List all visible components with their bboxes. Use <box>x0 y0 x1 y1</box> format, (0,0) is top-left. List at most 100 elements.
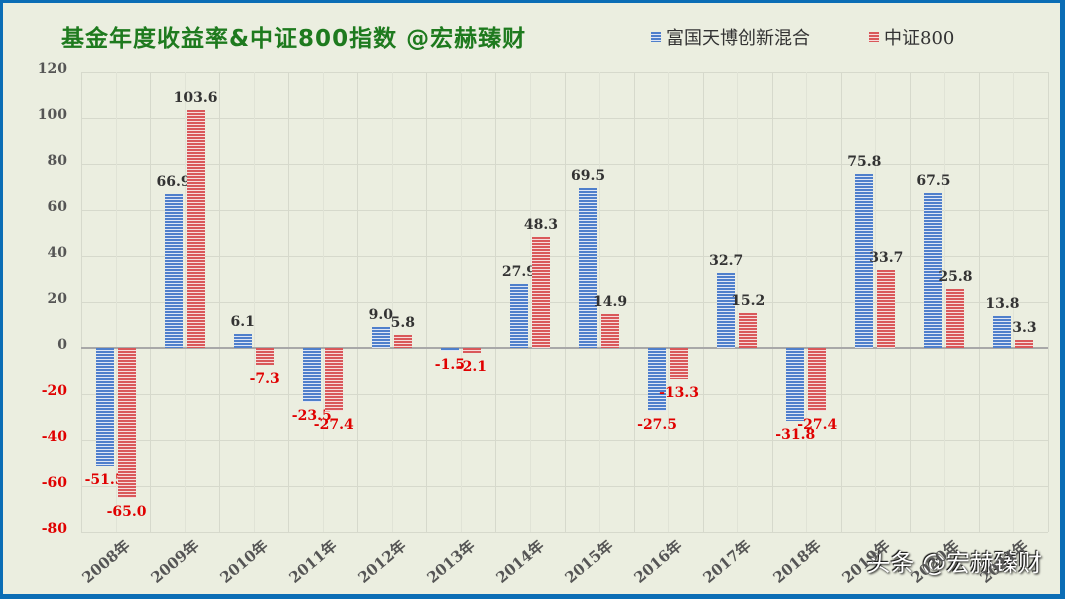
index-bar <box>117 348 136 498</box>
fund-data-label: -31.8 <box>775 427 816 444</box>
fund-data-label: 6.1 <box>230 313 255 330</box>
index-data-label: 14.9 <box>592 293 628 310</box>
gridline-v <box>978 72 980 532</box>
fund-bar <box>164 194 183 348</box>
gridline-v-minor <box>460 72 462 532</box>
index-bar <box>808 348 827 412</box>
index-data-label: 33.7 <box>869 250 904 267</box>
index-bar <box>186 109 205 348</box>
index-bar <box>739 313 758 348</box>
x-tick-label: 2012年 <box>354 536 410 587</box>
gridline-v <box>840 72 842 532</box>
index-bar <box>393 334 412 348</box>
fund-data-label: 66.9 <box>156 174 191 191</box>
y-tick-label: 20 <box>47 291 67 307</box>
fund-data-label: 13.8 <box>985 296 1020 313</box>
gridline-v <box>633 72 635 532</box>
fund-bar <box>509 283 528 348</box>
index-data-label: -2.1 <box>456 358 487 375</box>
fund-data-label: 32.7 <box>709 252 744 269</box>
x-tick-label: 2009年 <box>147 536 203 587</box>
gridline-v <box>288 72 290 532</box>
gridline-v <box>771 72 773 532</box>
index-data-label: 15.2 <box>731 293 766 310</box>
gridline-v-minor <box>322 72 324 532</box>
y-tick-label: 0 <box>57 337 67 353</box>
index-bar <box>946 288 965 348</box>
legend-item-index: 中证800 <box>869 24 954 50</box>
x-tick-label: 2008年 <box>78 536 134 587</box>
index-data-label: 25.8 <box>938 268 973 285</box>
fund-data-label: 9.0 <box>368 307 393 324</box>
fund-data-label: -23.5 <box>291 408 332 425</box>
legend-swatch-fund <box>651 32 661 42</box>
index-bar <box>1015 340 1034 348</box>
index-bar <box>324 348 343 412</box>
legend-label-index: 中证800 <box>884 28 955 49</box>
x-tick-label: 2016年 <box>630 536 686 587</box>
gridline-v-minor <box>668 72 670 532</box>
index-bar <box>601 313 620 348</box>
x-tick-label: 2010年 <box>216 536 272 587</box>
fund-bar <box>233 333 252 348</box>
index-bar <box>462 348 481 353</box>
gridline-v <box>357 72 359 532</box>
gridline-v <box>909 72 911 532</box>
chart-frame: 基金年度收益率&中证800指数 @宏赫臻财 富国天博创新混合 中证800 -51… <box>3 3 1060 594</box>
y-tick-label: 80 <box>47 153 67 169</box>
legend-swatch-index <box>869 32 879 42</box>
gridline-v-minor <box>806 72 808 532</box>
index-data-label: 48.3 <box>523 216 559 233</box>
fund-bar <box>648 348 667 412</box>
index-data-label: 103.6 <box>173 89 218 106</box>
gridline-v-minor <box>115 72 117 532</box>
watermark: 头条 @宏赫臻财 <box>866 549 1042 577</box>
y-tick-label: -20 <box>41 383 67 399</box>
index-data-label: -13.3 <box>659 384 700 401</box>
gridline-v-minor <box>529 72 531 532</box>
gridline-v-minor <box>184 72 186 532</box>
x-tick-label: 2018年 <box>769 536 825 587</box>
fund-bar <box>924 192 943 348</box>
x-tick-label: 2015年 <box>561 536 617 587</box>
fund-data-label: -1.5 <box>434 357 465 374</box>
index-data-label: -27.4 <box>313 417 354 434</box>
fund-bar <box>302 348 321 403</box>
y-tick-label: 100 <box>37 107 67 123</box>
fund-bar <box>993 316 1012 348</box>
fund-data-label: 27.9 <box>501 263 537 280</box>
fund-data-label: -51.5 <box>84 472 125 489</box>
y-tick-label: -40 <box>41 429 67 445</box>
zero-line <box>81 347 1048 349</box>
index-bar <box>255 348 274 365</box>
gridline-v <box>426 72 428 532</box>
gridline-v <box>495 72 497 532</box>
fund-bar <box>95 348 114 467</box>
y-tick-label: 40 <box>47 245 67 261</box>
index-data-label: -7.3 <box>249 370 280 387</box>
x-tick-label: 2014年 <box>492 536 548 587</box>
gridline-v-minor <box>391 72 393 532</box>
legend-item-fund: 富国天博创新混合 <box>651 24 810 50</box>
y-tick-label: -80 <box>41 521 67 537</box>
gridline-v <box>1048 72 1049 532</box>
index-data-label: -27.4 <box>797 417 838 434</box>
gridline-v-minor <box>253 72 255 532</box>
fund-data-label: -27.5 <box>637 417 678 434</box>
fund-bar <box>786 348 805 422</box>
gridline-v <box>564 72 566 532</box>
index-bar <box>670 348 689 379</box>
index-data-label: -65.0 <box>106 503 147 520</box>
plot-area: -51.5 -65.0 66.9 103.6 6.1 -7.3 -23.5 -27.4 9.0 5… <box>81 72 1049 533</box>
index-bar <box>877 270 896 348</box>
fund-bar <box>579 188 598 348</box>
gridline-v <box>702 72 704 532</box>
x-tick-label: 2017年 <box>700 536 756 587</box>
chart-title: 基金年度收益率&中证800指数 @宏赫臻财 <box>61 26 527 52</box>
y-tick-label: -60 <box>41 475 67 491</box>
gridline-v-minor <box>875 72 877 532</box>
fund-data-label: 69.5 <box>570 168 606 185</box>
y-tick-label: 120 <box>37 61 67 77</box>
gridline-v-minor <box>1013 72 1015 532</box>
fund-bar <box>855 173 874 348</box>
